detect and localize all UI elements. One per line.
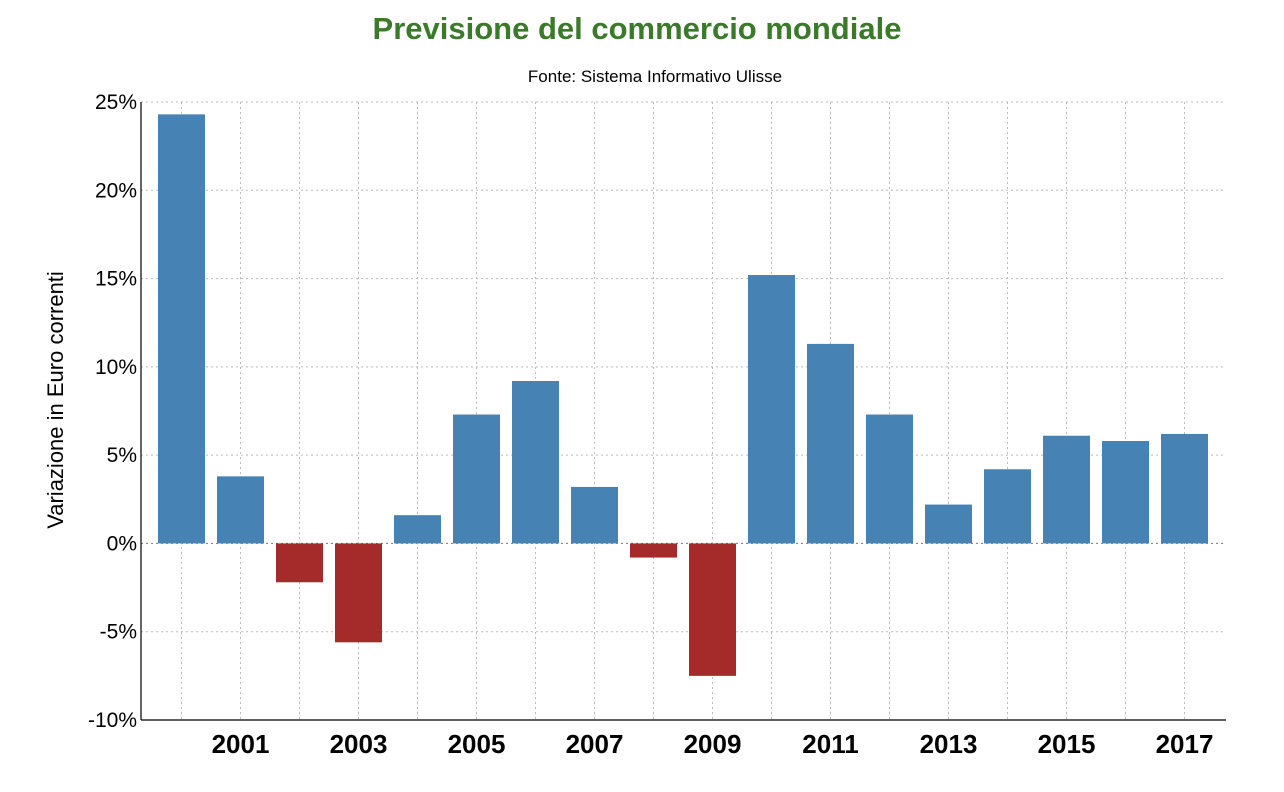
x-tick-label: 2003 bbox=[330, 729, 388, 759]
bar-2000 bbox=[158, 114, 205, 544]
y-tick-label: 20% bbox=[95, 179, 137, 202]
x-tick-label: 2011 bbox=[802, 729, 858, 759]
x-tick-label: 2009 bbox=[684, 729, 742, 759]
y-tick-label: 15% bbox=[95, 268, 137, 291]
chart-title: Previsione del commercio mondiale bbox=[373, 11, 902, 46]
x-tick-label: 2001 bbox=[212, 729, 270, 759]
bar-2005 bbox=[453, 414, 500, 544]
bar-2016 bbox=[1102, 441, 1149, 544]
chart-subtitle: Fonte: Sistema Informativo Ulisse bbox=[528, 67, 782, 86]
bar-2001 bbox=[217, 476, 264, 544]
bar-2017 bbox=[1161, 433, 1208, 544]
y-tick-label: 25% bbox=[95, 91, 137, 114]
bar-2009 bbox=[689, 543, 736, 676]
x-tick-label: 2007 bbox=[566, 729, 624, 759]
bar-2015 bbox=[1043, 435, 1090, 544]
x-tick-label: 2017 bbox=[1156, 729, 1214, 759]
y-tick-label: 5% bbox=[107, 444, 137, 467]
x-tick-label: 2013 bbox=[920, 729, 978, 759]
y-tick-label: 0% bbox=[107, 532, 137, 555]
bar-2011 bbox=[807, 343, 854, 544]
bar-2014 bbox=[984, 469, 1031, 544]
x-tick-label: 2015 bbox=[1038, 729, 1096, 759]
bar-2002 bbox=[276, 543, 323, 583]
x-tick-label: 2005 bbox=[448, 729, 506, 759]
y-tick-label: 10% bbox=[95, 356, 137, 379]
y-axis-label: Variazione in Euro correnti bbox=[43, 271, 68, 529]
y-tick-label: -10% bbox=[88, 709, 137, 732]
bar-2004 bbox=[394, 515, 441, 544]
bar-2010 bbox=[748, 275, 795, 544]
bar-2008 bbox=[630, 543, 677, 558]
y-tick-label: -5% bbox=[100, 621, 137, 644]
bar-2013 bbox=[925, 504, 972, 544]
bar-2012 bbox=[866, 414, 913, 544]
bar-2006 bbox=[512, 380, 559, 544]
bar-2003 bbox=[335, 543, 382, 643]
bar-2007 bbox=[571, 486, 618, 544]
